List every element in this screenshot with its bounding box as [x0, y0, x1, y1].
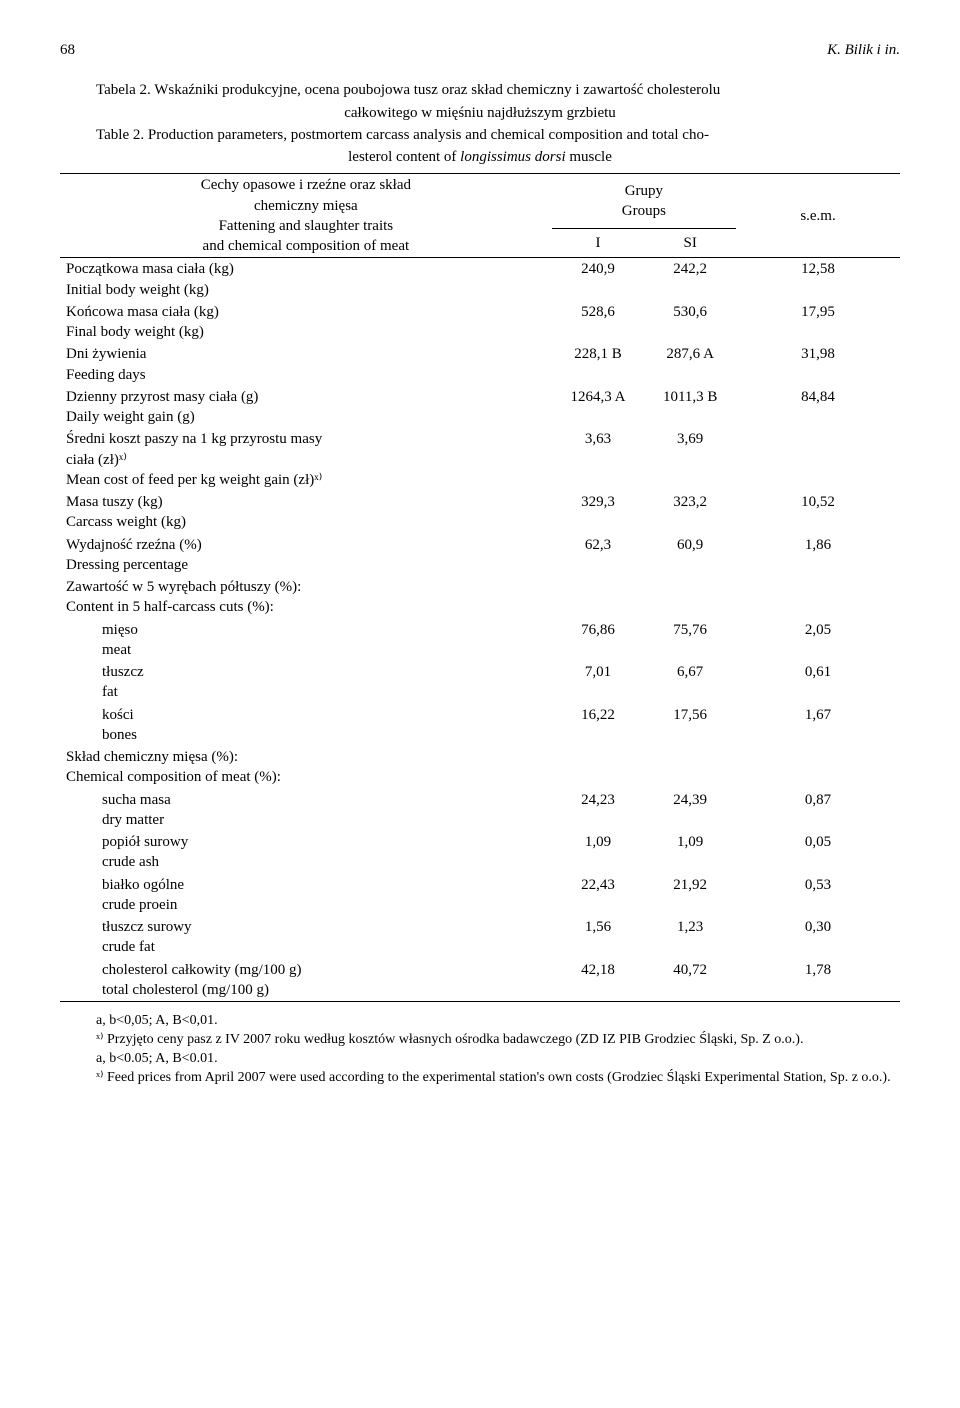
table-row: cholesterol całkowity (mg/100 g)total ch…: [60, 959, 900, 1002]
page-number: 68: [60, 40, 75, 60]
running-header: K. Bilik i in.: [827, 40, 900, 60]
table-row: Dni żywieniaFeeding days228,1 B287,6 A31…: [60, 343, 900, 386]
table-row: Wydajność rzeźna (%)Dressing percentage6…: [60, 534, 900, 577]
note-3: a, b<0.05; A, B<0.01.: [60, 1050, 900, 1069]
caption-pl-line1: Tabela 2. Wskaźniki produkcyjne, ocena p…: [60, 80, 900, 100]
note-1: a, b<0,05; A, B<0,01.: [60, 1012, 900, 1031]
caption-pl-line2: całkowitego w mięśniu najdłuższym grzbie…: [60, 103, 900, 123]
header-sem: s.e.m.: [736, 174, 900, 258]
table-section-row: Skład chemiczny mięsa (%):Chemical compo…: [60, 746, 900, 789]
header-left: Cechy opasowe i rzeźne oraz skład chemic…: [60, 174, 552, 258]
table-row: Średni koszt paszy na 1 kg przyrostu mas…: [60, 428, 900, 491]
header-col-si: SI: [644, 228, 736, 257]
caption-en-line2: lesterol content of longissimus dorsi mu…: [60, 147, 900, 167]
table-section-row: Zawartość w 5 wyrębach półtuszy (%):Cont…: [60, 576, 900, 619]
table-row: tłuszcz surowycrude fat1,561,230,30: [60, 916, 900, 959]
table-row: mięsomeat76,8675,762,05: [60, 619, 900, 662]
page-header: 68 K. Bilik i in.: [60, 40, 900, 60]
table-notes: a, b<0,05; A, B<0,01. ˣ⁾ Przyjęto ceny p…: [60, 1012, 900, 1088]
table-row: Końcowa masa ciała (kg)Final body weight…: [60, 301, 900, 344]
table-row: Masa tuszy (kg)Carcass weight (kg)329,33…: [60, 491, 900, 534]
header-groups: Grupy Groups: [552, 174, 736, 229]
note-2: ˣ⁾ Przyjęto ceny pasz z IV 2007 roku wed…: [60, 1031, 900, 1050]
table-row: sucha masadry matter24,2324,390,87: [60, 789, 900, 832]
note-4: ˣ⁾ Feed prices from April 2007 were used…: [60, 1069, 900, 1088]
data-table: Cechy opasowe i rzeźne oraz skład chemic…: [60, 173, 900, 1002]
table-row: kościbones16,2217,561,67: [60, 704, 900, 747]
table-row: tłuszczfat7,016,670,61: [60, 661, 900, 704]
table-row: Dzienny przyrost masy ciała (g)Daily wei…: [60, 386, 900, 429]
table-row: popiół surowycrude ash1,091,090,05: [60, 831, 900, 874]
table-row: Początkowa masa ciała (kg)Initial body w…: [60, 258, 900, 301]
caption-en-line1: Table 2. Production parameters, postmort…: [60, 125, 900, 145]
table-row: białko ogólnecrude proein22,4321,920,53: [60, 874, 900, 917]
header-col-i: I: [552, 228, 645, 257]
